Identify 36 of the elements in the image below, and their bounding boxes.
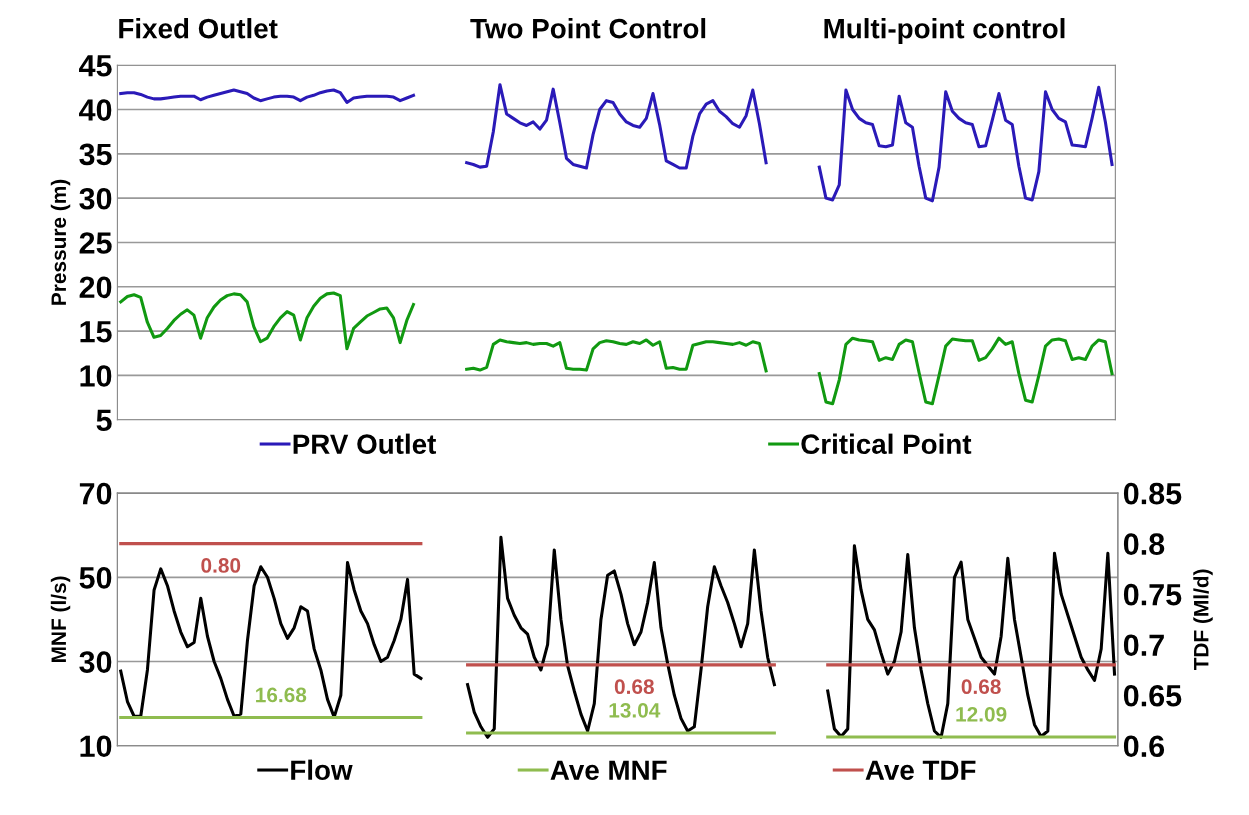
- y2-tick-label: 0.85: [1123, 482, 1182, 505]
- y-tick-label: 30: [79, 187, 112, 210]
- y-tick-label: 35: [79, 143, 112, 166]
- data-label: 0.80: [201, 558, 241, 573]
- text: Two Point Control: [470, 18, 706, 39]
- y2-tick-label: 0.75: [1123, 583, 1182, 606]
- y-tick-label: 15: [80, 321, 112, 343]
- legend-label: Critical Point: [801, 433, 972, 455]
- y2-axis-title: TDF (Ml/d): [1193, 569, 1213, 671]
- y-tick-label: 10: [80, 365, 112, 387]
- legend-label: PRV Outlet: [293, 433, 437, 455]
- data-label: 16.68: [256, 687, 307, 703]
- text: Fixed Outlet: [119, 18, 278, 39]
- legend-label: Flow: [291, 759, 353, 781]
- y-tick-label: 30: [79, 651, 112, 673]
- text: Multi-point control: [824, 18, 1065, 44]
- y-tick-label: 40: [79, 99, 112, 121]
- y-tick-label: 5: [96, 409, 112, 432]
- data-label: 12.09: [956, 706, 1007, 722]
- y-tick-label: 70: [79, 482, 112, 505]
- y-tick-label: 10: [80, 735, 112, 758]
- y2-tick-label: 0.7: [1123, 634, 1164, 657]
- y-axis-title: Pressure (m): [50, 179, 71, 305]
- y2-tick-label: 0.8: [1123, 533, 1165, 555]
- y-tick-label: 25: [79, 232, 112, 254]
- data-label: 0.68: [961, 679, 1001, 695]
- legend-label: Ave TDF: [865, 760, 976, 781]
- legend-label: Ave MNF: [550, 760, 667, 781]
- y-tick-label: 20: [79, 276, 112, 299]
- y-axis-title: MNF (l/s): [50, 576, 71, 662]
- data-label: 13.04: [609, 702, 661, 718]
- y2-tick-label: 0.6: [1123, 735, 1165, 758]
- y2-tick-label: 0.65: [1123, 684, 1182, 707]
- data-label: 0.68: [614, 679, 654, 695]
- y-tick-label: 45: [79, 55, 112, 77]
- y-tick-label: 50: [79, 567, 112, 589]
